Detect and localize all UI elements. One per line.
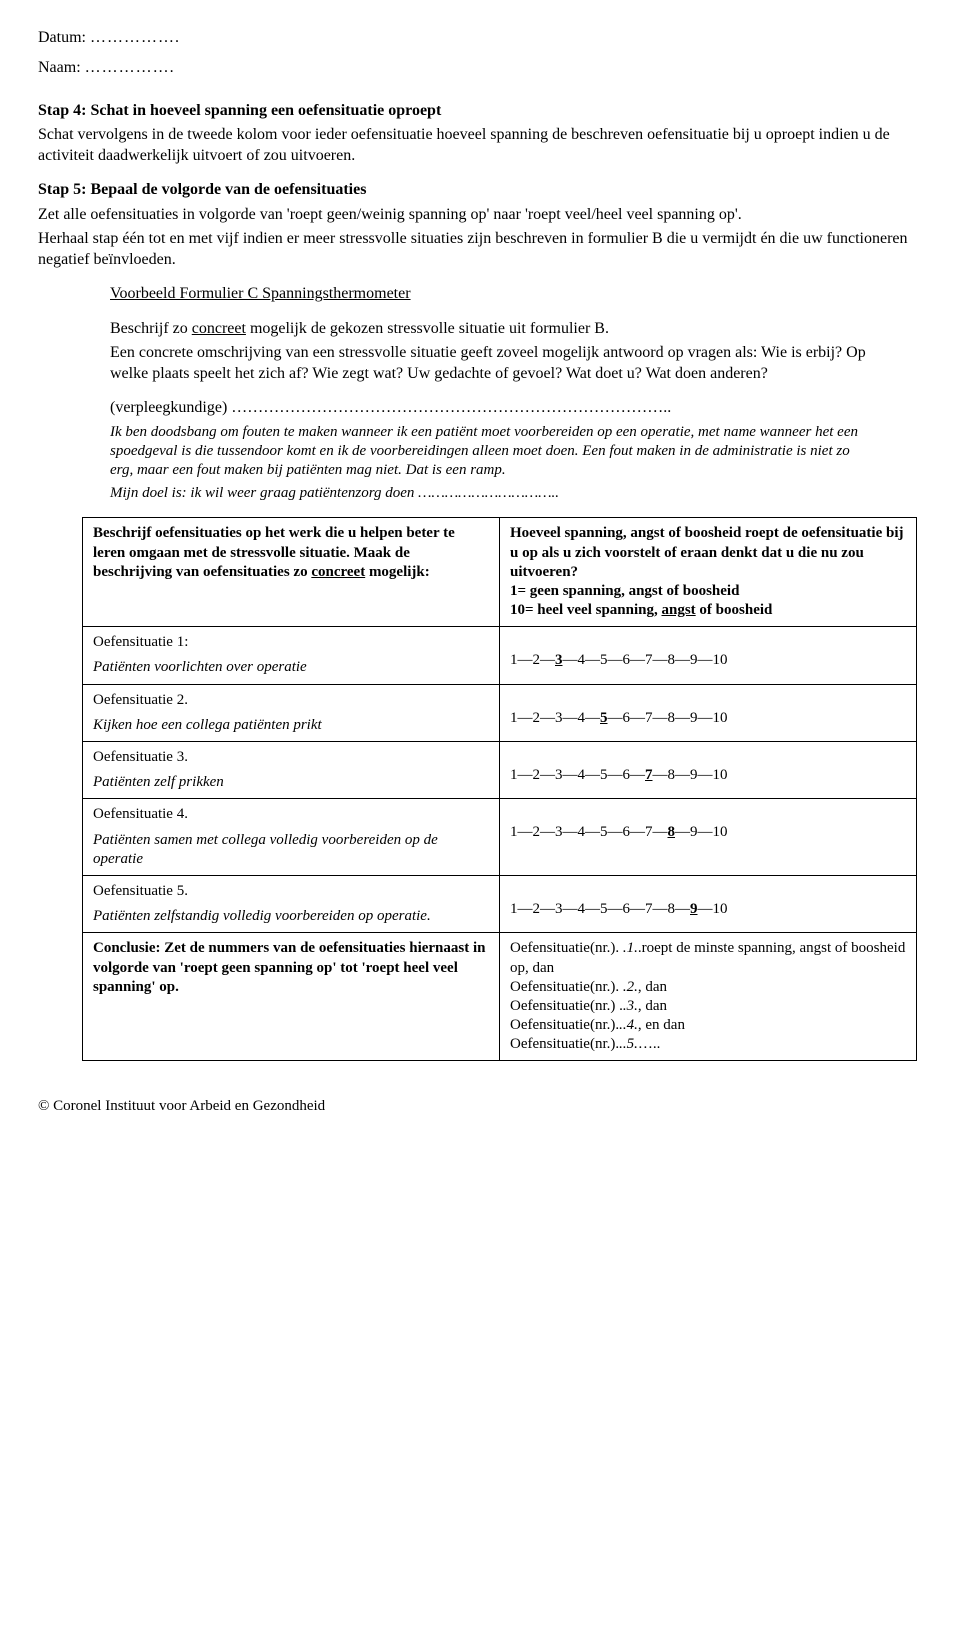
step4-title: Stap 4: Schat in hoeveel spanning een oe… xyxy=(38,102,441,119)
row1-right: 1—2—3—4—5—6—7—8—9—10 xyxy=(500,627,917,684)
step5-body2: Herhaal stap één tot en met vijf indien … xyxy=(38,229,932,270)
table-header-right: Hoeveel spanning, angst of boosheid roep… xyxy=(500,518,917,627)
table-row-conclusion: Conclusie: Zet de nummers van de oefensi… xyxy=(83,933,917,1061)
step5-block: Stap 5: Bepaal de volgorde van de oefens… xyxy=(38,180,932,270)
row5-right: 1—2—3—4—5—6—7—8—9—10 xyxy=(500,875,917,932)
example-italic1: Ik ben doodsbang om fouten te maken wann… xyxy=(110,423,872,481)
row3-left: Oefensituatie 3. Patiënten zelf prikken xyxy=(83,742,500,799)
example-heading: Voorbeeld Formulier C Spanningsthermomet… xyxy=(110,285,411,302)
conclusion-left: Conclusie: Zet de nummers van de oefensi… xyxy=(83,933,500,1061)
row2-right: 1—2—3—4—5—6—7—8—9—10 xyxy=(500,684,917,741)
step4-body: Schat vervolgens in de tweede kolom voor… xyxy=(38,125,932,166)
oefensituatie-table: Beschrijf oefensituaties op het werk die… xyxy=(82,517,917,1061)
conclusion-right: Oefensituatie(nr.). .1..roept de minste … xyxy=(500,933,917,1061)
row3-right: 1—2—3—4—5—6—7—8—9—10 xyxy=(500,742,917,799)
table-row: Oefensituatie 2. Kijken hoe een collega … xyxy=(83,684,917,741)
example-desc2: Een concrete omschrijving van een stress… xyxy=(110,343,872,384)
example-block: Voorbeeld Formulier C Spanningsthermomet… xyxy=(110,284,872,503)
row5-left: Oefensituatie 5. Patiënten zelfstandig v… xyxy=(83,875,500,932)
table-header-left: Beschrijf oefensituaties op het werk die… xyxy=(83,518,500,627)
naam-dots: ……………. xyxy=(85,59,175,76)
naam-label: Naam: xyxy=(38,59,81,76)
table-row: Oefensituatie 3. Patiënten zelf prikken … xyxy=(83,742,917,799)
row1-left: Oefensituatie 1: Patiënten voorlichten o… xyxy=(83,627,500,684)
row4-left: Oefensituatie 4. Patiënten samen met col… xyxy=(83,799,500,876)
row4-right: 1—2—3—4—5—6—7—8—9—10 xyxy=(500,799,917,876)
step5-title: Stap 5: Bepaal de volgorde van de oefens… xyxy=(38,181,366,198)
datum-label: Datum: xyxy=(38,29,86,46)
footer: © Coronel Instituut voor Arbeid en Gezon… xyxy=(38,1097,932,1116)
table-row: Oefensituatie 5. Patiënten zelfstandig v… xyxy=(83,875,917,932)
row2-left: Oefensituatie 2. Kijken hoe een collega … xyxy=(83,684,500,741)
table-row: Oefensituatie 4. Patiënten samen met col… xyxy=(83,799,917,876)
example-desc1: Beschrijf zo concreet mogelijk de gekoze… xyxy=(110,319,872,339)
table-row: Oefensituatie 1: Patiënten voorlichten o… xyxy=(83,627,917,684)
step4-block: Stap 4: Schat in hoeveel spanning een oe… xyxy=(38,101,932,166)
example-role: (verpleegkundige) …………………………………………………………… xyxy=(110,398,872,418)
example-italic2: Mijn doel is: ik wil weer graag patiënte… xyxy=(110,484,872,503)
datum-line: Datum: ……………. xyxy=(38,28,932,48)
step5-body1: Zet alle oefensituaties in volgorde van … xyxy=(38,205,932,225)
datum-dots: ……………. xyxy=(90,29,180,46)
naam-line: Naam: ……………. xyxy=(38,58,932,78)
